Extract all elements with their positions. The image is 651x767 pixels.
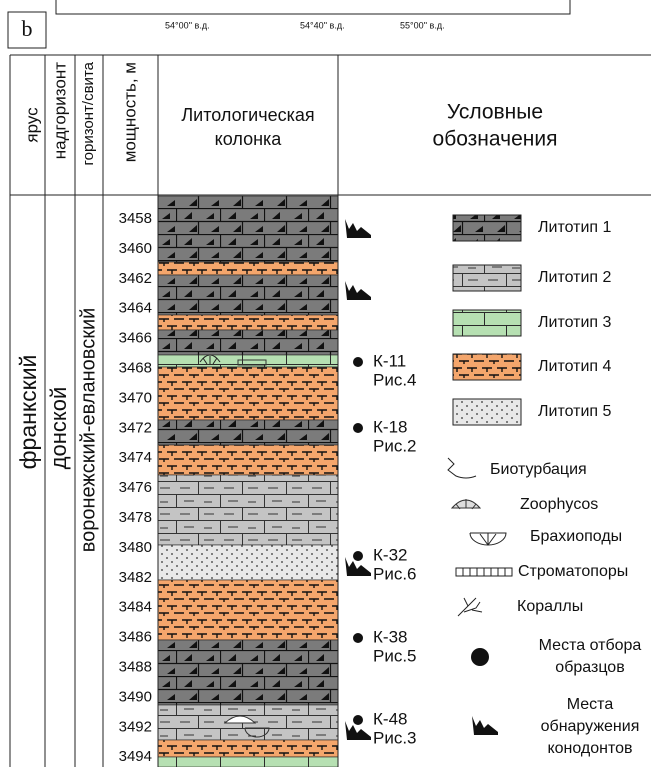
legend-label: Места отбора bbox=[539, 637, 642, 654]
depth-label: 3486 bbox=[119, 629, 152, 646]
depth-label: 3476 bbox=[119, 479, 152, 496]
legend-label: конодонтов bbox=[547, 740, 632, 757]
header-stage: ярус bbox=[22, 107, 41, 143]
layer bbox=[158, 420, 338, 445]
layer bbox=[158, 367, 338, 420]
layer bbox=[158, 315, 338, 330]
sample-id: К-38 bbox=[373, 627, 407, 646]
layer bbox=[158, 330, 338, 355]
layer bbox=[158, 640, 338, 705]
legend-swatch bbox=[453, 399, 521, 425]
figure-label: b bbox=[22, 16, 33, 41]
conodont-icon bbox=[472, 716, 498, 735]
sample-id: К-32 bbox=[373, 545, 407, 564]
sample-id: К-11 bbox=[373, 351, 406, 370]
header-column: колонка bbox=[215, 129, 283, 149]
figure: b 54°00'' в.д. 54°40'' в.д. 55°00'' в.д.… bbox=[0, 0, 651, 767]
depth-label: 3494 bbox=[119, 748, 152, 765]
header-legend: Условные bbox=[447, 101, 543, 124]
header-superhorizon: надгоризонт bbox=[50, 62, 69, 159]
stromatopore-icon bbox=[456, 568, 512, 576]
header-column: Литологическая bbox=[181, 105, 314, 125]
conodont-icon bbox=[345, 219, 371, 238]
sample-id: К-48 bbox=[373, 709, 407, 728]
sample-id: К-18 bbox=[373, 417, 407, 436]
legend-label: Литотип 4 bbox=[538, 358, 612, 375]
map-axis-label: 55°00'' в.д. bbox=[400, 20, 445, 30]
sample-dot bbox=[353, 633, 363, 643]
depth-label: 3484 bbox=[119, 599, 152, 616]
brachiopod-icon bbox=[470, 533, 506, 545]
legend-label: Кораллы bbox=[517, 598, 583, 615]
depth-label: 3480 bbox=[119, 539, 152, 556]
legend-label: Литотип 5 bbox=[538, 403, 612, 420]
legend-swatch bbox=[453, 215, 521, 241]
horizon-name: воронежский-евлановский bbox=[77, 308, 99, 553]
legend-label: Биотурбация bbox=[490, 461, 587, 478]
legend-swatch bbox=[453, 354, 521, 380]
legend-swatch bbox=[453, 265, 521, 291]
layer bbox=[158, 445, 338, 475]
sample-figure: Рис.4 bbox=[373, 370, 417, 389]
legend-label: Литотип 2 bbox=[538, 269, 612, 286]
legend-label: Zoophycos bbox=[520, 496, 598, 513]
layer bbox=[158, 757, 338, 767]
sample-dot bbox=[353, 715, 363, 725]
zoophycos-icon bbox=[452, 499, 480, 509]
layer bbox=[158, 262, 338, 275]
sample-dot bbox=[353, 423, 363, 433]
depth-label: 3482 bbox=[119, 569, 152, 586]
sample-icon bbox=[471, 648, 489, 666]
page: b 54°00'' в.д. 54°40'' в.д. 55°00'' в.д.… bbox=[0, 0, 651, 767]
depth-label: 3470 bbox=[119, 389, 152, 406]
superhorizon-name: донской bbox=[46, 387, 71, 470]
header-thickness: мощность, м bbox=[120, 62, 139, 162]
sample-figure: Рис.6 bbox=[373, 564, 417, 583]
layer bbox=[158, 740, 338, 757]
depth-label: 3466 bbox=[119, 330, 152, 347]
sample-dot bbox=[353, 551, 363, 561]
depth-label: 3458 bbox=[119, 210, 152, 227]
legend-label: Места bbox=[567, 696, 614, 713]
depth-label: 3488 bbox=[119, 658, 152, 675]
sample-dot bbox=[353, 357, 363, 367]
legend-label: Строматопоры bbox=[518, 563, 628, 580]
depth-label: 3460 bbox=[119, 240, 152, 257]
legend-label: Брахиоподы bbox=[530, 528, 622, 545]
depth-label: 3462 bbox=[119, 270, 152, 287]
depth-label: 3492 bbox=[119, 718, 152, 735]
depth-label: 3464 bbox=[119, 300, 152, 317]
legend-label: обнаружения bbox=[541, 718, 640, 735]
depth-label: 3478 bbox=[119, 509, 152, 526]
layer bbox=[158, 545, 338, 580]
header-legend: обозначения bbox=[433, 128, 558, 151]
layer bbox=[158, 475, 338, 545]
map-axis-label: 54°40'' в.д. bbox=[300, 20, 345, 30]
depth-label: 3472 bbox=[119, 419, 152, 436]
layer bbox=[158, 580, 338, 640]
depth-label: 3468 bbox=[119, 359, 152, 376]
depth-label: 3490 bbox=[119, 688, 152, 705]
legend-swatch bbox=[453, 310, 521, 336]
layer bbox=[158, 196, 338, 262]
lithology-column bbox=[158, 196, 338, 767]
stage-name: франкский bbox=[15, 355, 41, 470]
sample-figure: Рис.5 bbox=[373, 646, 417, 665]
legend-label: Литотип 1 bbox=[538, 219, 612, 236]
depth-label: 3474 bbox=[119, 449, 152, 466]
sample-figure: Рис.2 bbox=[373, 436, 417, 455]
conodont-icon bbox=[345, 281, 371, 300]
sample-figure: Рис.3 bbox=[373, 728, 417, 747]
bioturbation-icon bbox=[448, 458, 476, 478]
map-frame bbox=[56, 0, 570, 14]
legend-label: образцов bbox=[555, 659, 624, 676]
header-horizon: горизонт/свита bbox=[80, 61, 97, 165]
layer bbox=[158, 275, 338, 315]
legend-label: Литотип 3 bbox=[538, 314, 612, 331]
coral-icon bbox=[458, 598, 482, 616]
map-axis-label: 54°00'' в.д. bbox=[165, 20, 210, 30]
